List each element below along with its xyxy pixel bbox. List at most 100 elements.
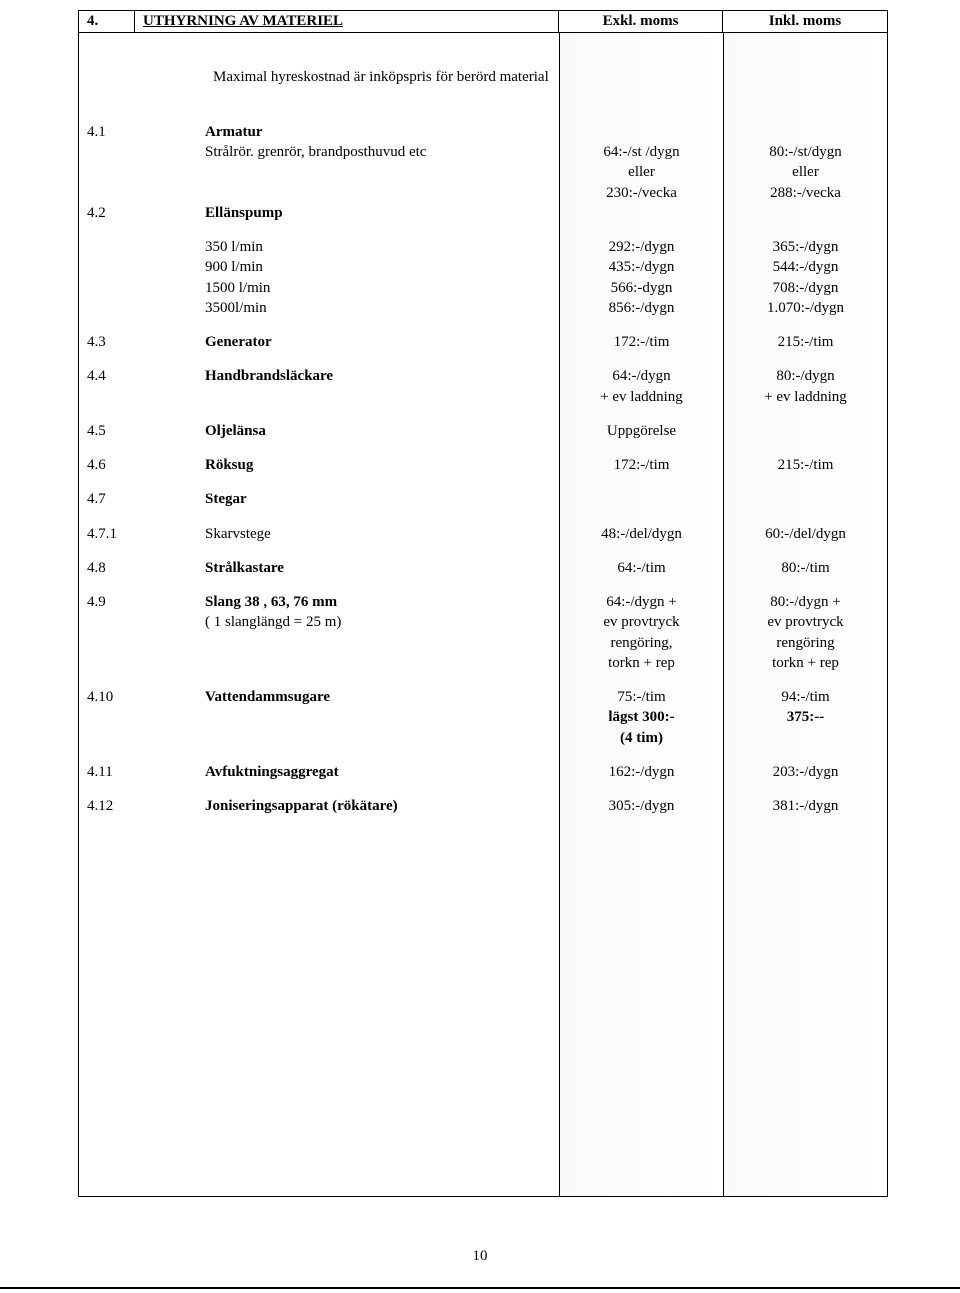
spacer-row (78, 441, 888, 455)
row-num (79, 278, 135, 298)
row-num: 4.7.1 (79, 524, 135, 544)
row-desc: Armatur (135, 122, 559, 142)
row-num: 4.4 (79, 366, 135, 407)
row-inkl: 203:-/dygn (723, 762, 887, 782)
table-row: 4.5OljelänsaUppgörelse (78, 421, 888, 441)
row-exkl: 162:-/dygn (559, 762, 723, 782)
row-desc: Vattendammsugare (135, 687, 559, 748)
row-desc: Skarvstege (135, 524, 559, 544)
row-exkl: 566:-dygn (559, 278, 723, 298)
spacer-row (78, 352, 888, 366)
row-num: 4.10 (79, 687, 135, 748)
row-inkl (723, 489, 887, 509)
row-inkl (723, 318, 887, 332)
table-row: 4.12Joniseringsapparat (rökätare)305:-/d… (78, 796, 888, 816)
row-num: 4.12 (79, 796, 135, 816)
row-exkl: 172:-/tim (559, 455, 723, 475)
row-inkl (723, 578, 887, 592)
row-inkl: 80:-/st/dygn eller 288:-/vecka (723, 142, 887, 203)
row-num (79, 142, 135, 203)
row-inkl (723, 421, 887, 441)
row-inkl (723, 782, 887, 796)
row-exkl (559, 489, 723, 509)
row-num: 4.8 (79, 558, 135, 578)
spacer-row (78, 578, 888, 592)
row-desc (135, 510, 559, 524)
row-inkl: 80:-/dygn + ev laddning (723, 366, 887, 407)
spacer-row (78, 223, 888, 237)
row-num (79, 782, 135, 796)
table-row: 900 l/min435:-/dygn544:-/dygn (78, 257, 888, 277)
row-exkl (559, 122, 723, 142)
row-desc: 900 l/min (135, 257, 559, 277)
row-inkl: 80:-/dygn + ev provtryck rengöring torkn… (723, 592, 887, 673)
row-desc: Röksug (135, 455, 559, 475)
row-inkl: 60:-/del/dygn (723, 524, 887, 544)
header-exkl: Exkl. moms (559, 11, 723, 32)
row-num: 4.11 (79, 762, 135, 782)
row-exkl (559, 510, 723, 524)
row-exkl (559, 748, 723, 762)
row-exkl: 75:-/timlägst 300:-(4 tim) (559, 687, 723, 748)
price-table: 4. UTHYRNING AV MATERIEL Exkl. moms Inkl… (78, 10, 888, 1197)
row-desc: Oljelänsa (135, 421, 559, 441)
row-inkl: 94:-/tim375:-- (723, 687, 887, 748)
row-num (79, 673, 135, 687)
row-exkl: Uppgörelse (559, 421, 723, 441)
row-exkl (559, 782, 723, 796)
row-num (79, 578, 135, 592)
row-inkl (723, 223, 887, 237)
row-num: 4.3 (79, 332, 135, 352)
row-num (79, 223, 135, 237)
row-exkl (559, 352, 723, 366)
table-row: 1500 l/min566:-dygn708:-/dygn (78, 278, 888, 298)
row-num (79, 748, 135, 762)
row-inkl: 1.070:-/dygn (723, 298, 887, 318)
row-desc (135, 475, 559, 489)
row-inkl (723, 352, 887, 366)
row-inkl: 708:-/dygn (723, 278, 887, 298)
table-row: 4.11Avfuktningsaggregat162:-/dygn203:-/d… (78, 762, 888, 782)
spacer-row (78, 510, 888, 524)
row-num (79, 237, 135, 257)
row-num: 4.1 (79, 122, 135, 142)
row-desc: Strålkastare (135, 558, 559, 578)
table-row: 4.1Armatur (78, 122, 888, 142)
row-inkl: 365:-/dygn (723, 237, 887, 257)
row-desc (135, 352, 559, 366)
spacer-row (78, 475, 888, 489)
row-exkl (559, 441, 723, 455)
table-filler (78, 816, 888, 1197)
row-num: 4.6 (79, 455, 135, 475)
row-desc (135, 544, 559, 558)
row-exkl: 435:-/dygn (559, 257, 723, 277)
row-exkl: 856:-/dygn (559, 298, 723, 318)
row-num (79, 441, 135, 455)
row-desc (135, 782, 559, 796)
row-exkl: 64:-/dygn + ev provtryck rengöring, tork… (559, 592, 723, 673)
row-exkl: 48:-/del/dygn (559, 524, 723, 544)
row-inkl (723, 544, 887, 558)
row-num (79, 510, 135, 524)
row-desc (135, 673, 559, 687)
row-num: 4.2 (79, 203, 135, 223)
row-num (79, 352, 135, 366)
row-exkl: 172:-/tim (559, 332, 723, 352)
table-row: 4.7Stegar (78, 489, 888, 509)
row-inkl: 381:-/dygn (723, 796, 887, 816)
row-inkl (723, 748, 887, 762)
header-section-num: 4. (79, 11, 135, 32)
table-row: Strålrör. grenrör, brandposthuvud etc64:… (78, 142, 888, 203)
row-exkl (559, 318, 723, 332)
row-inkl (723, 673, 887, 687)
row-inkl: 544:-/dygn (723, 257, 887, 277)
spacer-row (78, 748, 888, 762)
row-desc: Slang 38 , 63, 76 mm( 1 slanglängd = 25 … (135, 592, 559, 673)
spacer-row (78, 318, 888, 332)
row-desc (135, 407, 559, 421)
page-number: 10 (0, 1248, 960, 1265)
row-num (79, 318, 135, 332)
row-exkl (559, 223, 723, 237)
row-desc: Ellänspump (135, 203, 559, 223)
row-exkl (559, 578, 723, 592)
